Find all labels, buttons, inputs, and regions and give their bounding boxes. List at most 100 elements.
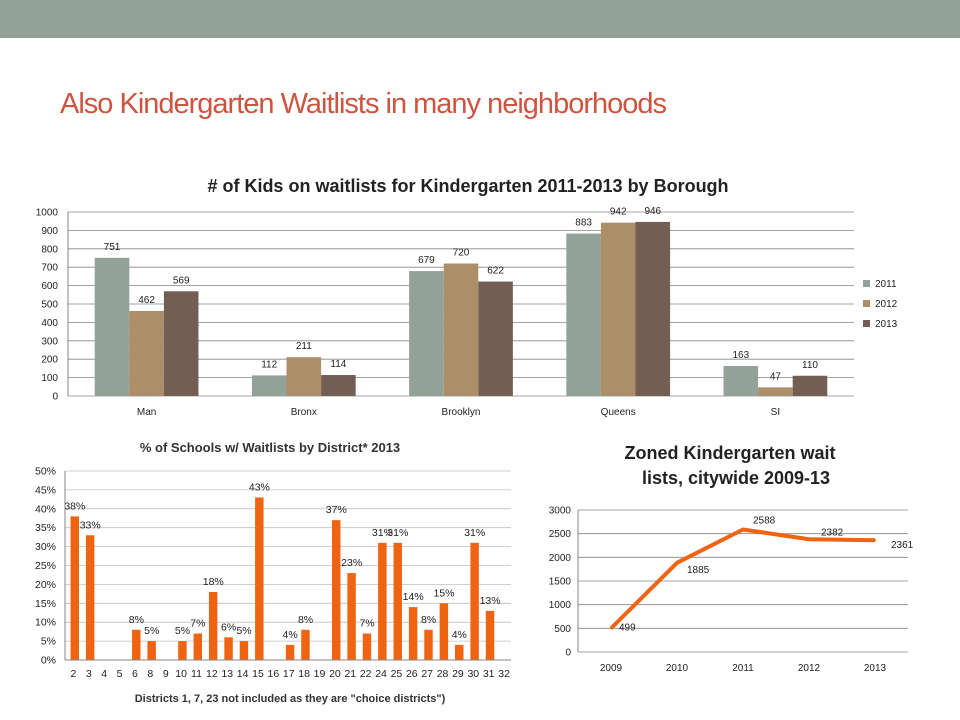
legend-swatch bbox=[863, 320, 870, 327]
chart-title-line-1: Zoned Kindergarten wait bbox=[624, 443, 835, 463]
x-tick-label: 2009 bbox=[600, 663, 623, 674]
chart-title: % of Schools w/ Waitlists by District* 2… bbox=[140, 440, 400, 455]
x-tick-label: 5 bbox=[117, 668, 123, 680]
legend-label: 2013 bbox=[875, 319, 898, 330]
bar bbox=[132, 629, 141, 660]
data-point bbox=[742, 528, 744, 531]
data-label: 38% bbox=[64, 500, 85, 512]
district-bar-chart: % of Schools w/ Waitlists by District* 2… bbox=[35, 440, 511, 705]
x-tick-label: 2012 bbox=[798, 663, 821, 674]
chart-title: # of Kids on waitlists for Kindergarten … bbox=[207, 176, 728, 196]
x-tick-label: 14 bbox=[237, 668, 249, 680]
x-tick-label: 21 bbox=[344, 668, 356, 680]
data-point bbox=[808, 538, 810, 541]
y-tick-label: 100 bbox=[41, 373, 58, 384]
legend-swatch bbox=[863, 300, 870, 307]
y-tick-label: 2000 bbox=[549, 553, 572, 564]
data-label: 8% bbox=[298, 614, 313, 626]
x-tick-label: 10 bbox=[175, 668, 187, 680]
bar bbox=[792, 375, 828, 396]
bar bbox=[224, 637, 233, 660]
y-tick-label: 700 bbox=[41, 263, 58, 274]
data-label: 31% bbox=[387, 527, 408, 539]
y-tick-label: 1000 bbox=[36, 208, 59, 219]
x-tick-label: 2013 bbox=[864, 663, 887, 674]
data-label: 13% bbox=[480, 595, 501, 607]
bar bbox=[178, 641, 187, 660]
data-label: 1885 bbox=[687, 565, 710, 576]
bar bbox=[285, 644, 295, 660]
citywide-line-chart: Zoned Kindergarten wait lists, citywide … bbox=[549, 443, 914, 674]
bar bbox=[163, 291, 199, 396]
data-point bbox=[610, 627, 612, 630]
bar bbox=[362, 633, 372, 660]
data-label: 31% bbox=[464, 527, 485, 539]
bar bbox=[94, 257, 130, 396]
data-label: 14% bbox=[403, 591, 424, 603]
y-tick-label: 2500 bbox=[549, 529, 572, 540]
data-label: 499 bbox=[619, 622, 636, 633]
bar bbox=[147, 641, 156, 660]
bar bbox=[439, 603, 449, 660]
data-label: 114 bbox=[330, 359, 346, 370]
data-label: 946 bbox=[644, 206, 661, 217]
data-point bbox=[676, 561, 678, 564]
x-tick-label: Queens bbox=[601, 407, 636, 418]
y-tick-label: 5% bbox=[41, 636, 56, 648]
x-tick-label: 2011 bbox=[732, 663, 754, 674]
top-banner bbox=[0, 0, 960, 38]
x-tick-label: 15 bbox=[252, 668, 264, 680]
x-tick-label: 13 bbox=[221, 668, 233, 680]
bar bbox=[347, 573, 356, 660]
borough-bar-chart: # of Kids on waitlists for Kindergarten … bbox=[36, 176, 898, 418]
x-tick-label: 4 bbox=[101, 668, 107, 680]
data-label: 2361 bbox=[891, 540, 914, 551]
x-tick-label: 26 bbox=[406, 668, 418, 680]
data-label: 8% bbox=[129, 614, 144, 626]
data-label: 883 bbox=[575, 218, 592, 229]
bar bbox=[301, 629, 310, 660]
data-label: 163 bbox=[732, 350, 749, 361]
data-label: 5% bbox=[144, 625, 159, 637]
data-label: 5% bbox=[236, 625, 251, 637]
y-tick-label: 35% bbox=[35, 522, 56, 534]
data-point bbox=[874, 539, 876, 542]
y-tick-label: 400 bbox=[41, 318, 58, 329]
data-label: 7% bbox=[359, 618, 374, 630]
y-tick-label: 10% bbox=[35, 617, 56, 629]
data-label: 569 bbox=[173, 275, 190, 286]
x-tick-label: Man bbox=[137, 407, 156, 418]
bar bbox=[378, 542, 387, 660]
data-label: 6% bbox=[221, 621, 236, 633]
x-tick-label: 18 bbox=[298, 668, 310, 680]
x-tick-label: 22 bbox=[360, 668, 372, 680]
bar bbox=[723, 366, 759, 396]
bar bbox=[321, 375, 356, 396]
bar bbox=[208, 591, 218, 660]
data-label: 622 bbox=[487, 266, 504, 277]
data-label: 43% bbox=[249, 481, 270, 493]
y-tick-label: 15% bbox=[35, 598, 56, 610]
bar bbox=[286, 357, 322, 396]
y-tick-label: 30% bbox=[35, 541, 56, 553]
y-tick-label: 800 bbox=[41, 244, 58, 255]
bar bbox=[600, 222, 636, 396]
y-tick-label: 900 bbox=[41, 226, 58, 237]
y-tick-label: 0 bbox=[52, 392, 58, 403]
y-tick-label: 3000 bbox=[549, 506, 572, 517]
y-tick-label: 40% bbox=[35, 503, 56, 515]
x-tick-label: 19 bbox=[314, 668, 326, 680]
data-label: 37% bbox=[326, 504, 347, 516]
x-tick-label: 6 bbox=[132, 668, 138, 680]
bar bbox=[129, 310, 164, 396]
bar bbox=[635, 221, 671, 396]
y-tick-label: 20% bbox=[35, 579, 56, 591]
y-tick-label: 500 bbox=[41, 300, 58, 311]
bar bbox=[193, 633, 203, 660]
y-tick-label: 600 bbox=[41, 281, 58, 292]
data-label: 8% bbox=[421, 614, 436, 626]
x-tick-label: 16 bbox=[268, 668, 280, 680]
y-tick-label: 0% bbox=[41, 655, 56, 667]
bar bbox=[455, 644, 464, 660]
x-tick-label: 29 bbox=[452, 668, 464, 680]
